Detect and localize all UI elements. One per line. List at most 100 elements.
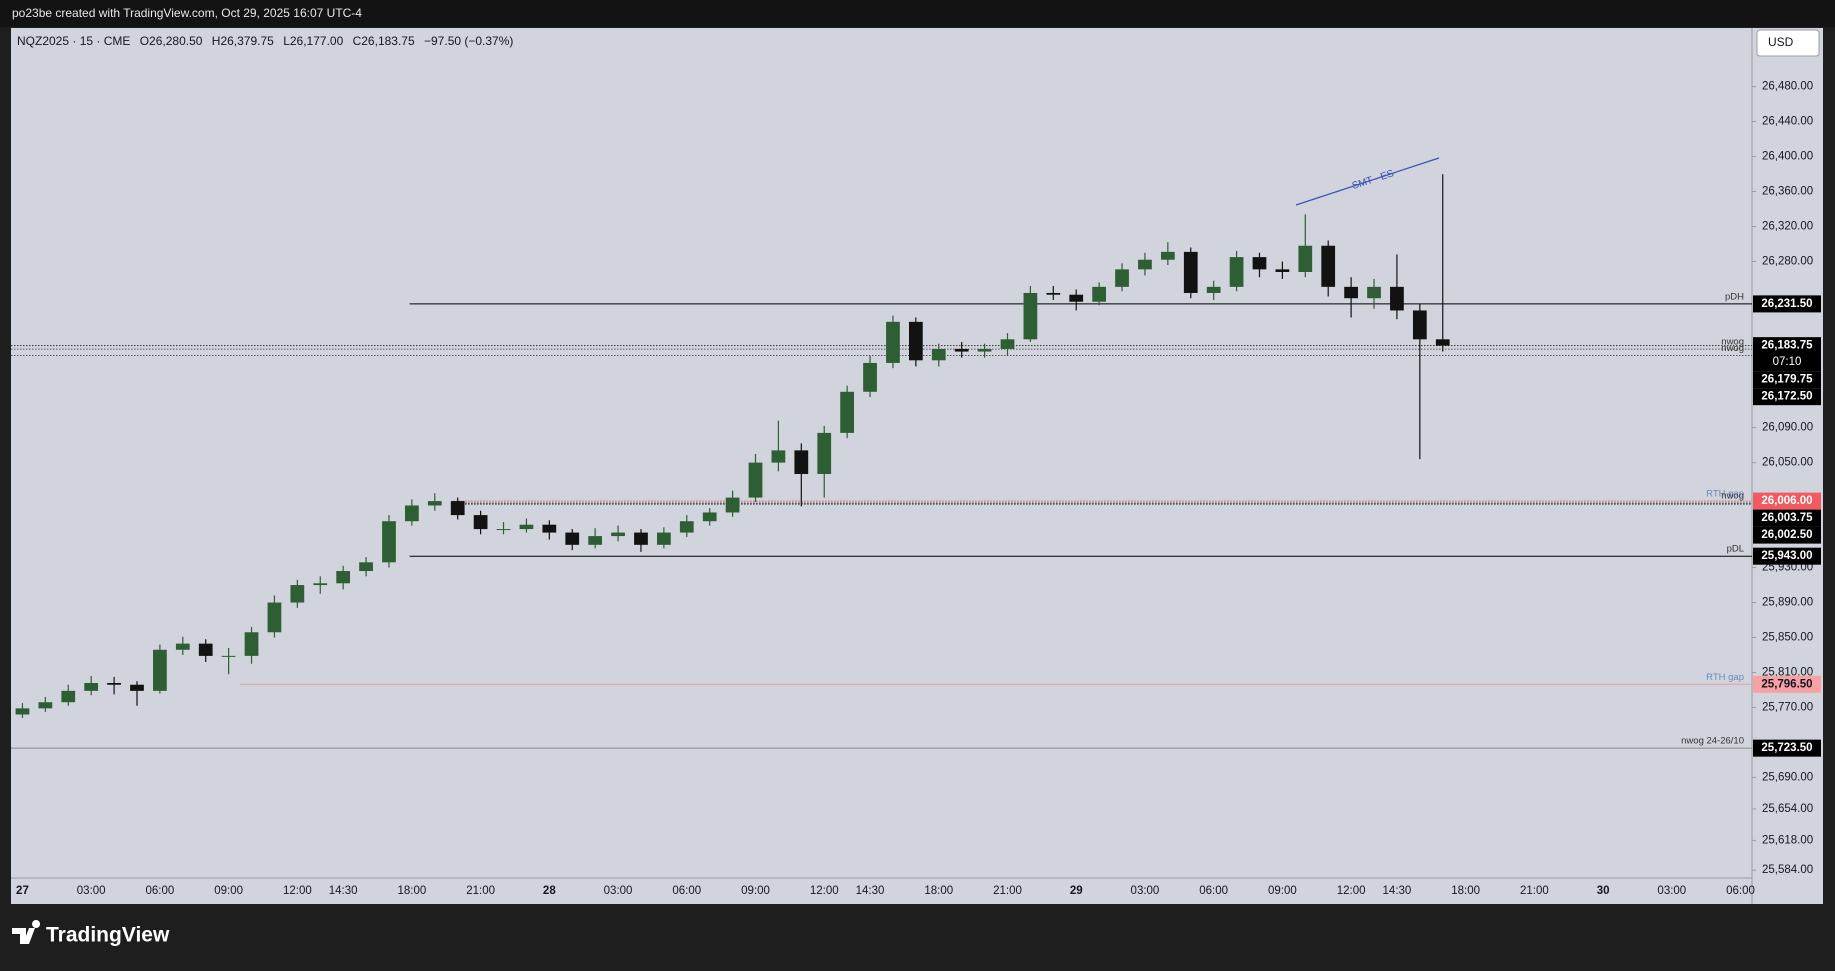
y-tick-label: 26,050.00 — [1762, 457, 1813, 469]
candle-body — [1206, 286, 1221, 293]
candle-body — [1321, 245, 1336, 287]
candle-body — [1160, 251, 1175, 260]
y-tick-label: 26,440.00 — [1762, 116, 1813, 128]
x-tick-label: 21:00 — [1520, 885, 1549, 897]
candle-body — [611, 532, 625, 537]
y-tick-label: 26,280.00 — [1762, 256, 1813, 268]
price-box-label: 26,179.75 — [1761, 374, 1813, 386]
logo-text: TradingView — [46, 924, 170, 947]
candle-body — [519, 524, 534, 530]
legend-open: O26,280.50 — [140, 34, 203, 48]
price-box — [1753, 675, 1821, 693]
x-tick-label: 29 — [1070, 885, 1083, 897]
candle-body — [702, 512, 717, 522]
legend-high: H26,379.75 — [212, 34, 274, 48]
currency-button[interactable] — [1756, 29, 1820, 57]
candle-body — [1023, 292, 1038, 340]
candle-body — [1183, 251, 1198, 293]
candle-body — [61, 690, 76, 703]
x-tick-label: 06:00 — [1726, 885, 1755, 897]
candle-body — [886, 321, 900, 363]
candle-body — [450, 501, 465, 516]
y-tick-label: 26,090.00 — [1762, 422, 1813, 434]
legend-low: L26,177.00 — [283, 34, 343, 48]
x-tick-label: 12:00 — [1337, 885, 1366, 897]
candle-body — [1115, 269, 1129, 287]
legend: NQZ2025 · 15 · CME O26,280.50 H26,379.75… — [17, 34, 513, 48]
candle-body — [657, 532, 671, 545]
x-tick-label: 14:30 — [1383, 885, 1412, 897]
price-box-label: 26,003.75 — [1761, 512, 1813, 524]
y-tick-label: 26,360.00 — [1762, 186, 1813, 198]
level-name: nwog 24-26/10 — [1681, 736, 1744, 747]
candle-body — [38, 702, 53, 709]
x-tick-label: 12:00 — [283, 885, 312, 897]
candle-body — [175, 643, 190, 650]
y-tick-label: 25,890.00 — [1762, 597, 1813, 609]
price-box-label: 25,943.00 — [1761, 550, 1812, 562]
y-tick-label: 26,400.00 — [1762, 151, 1813, 163]
x-tick-label: 03:00 — [1131, 885, 1160, 897]
top-bar — [0, 0, 1835, 27]
price-box — [1753, 371, 1821, 389]
candle-body — [221, 655, 236, 657]
candle-body — [1000, 339, 1015, 349]
x-tick-label: 14:30 — [856, 885, 885, 897]
x-tick-label: 27 — [16, 885, 29, 897]
price-box — [1753, 526, 1821, 544]
x-tick-label: 03:00 — [77, 885, 106, 897]
candle-body — [931, 348, 946, 361]
x-tick-label: 28 — [543, 885, 556, 897]
candle-body — [84, 682, 99, 691]
candle-body — [15, 708, 30, 715]
price-box-label: 25,723.50 — [1761, 742, 1812, 754]
price-box-label: 26,183.75 — [1761, 340, 1813, 352]
y-tick-label: 25,850.00 — [1762, 632, 1813, 644]
candle-body — [863, 362, 877, 392]
price-box — [1753, 509, 1821, 527]
x-tick-label: 12:00 — [810, 885, 839, 897]
level-name: nwog — [1721, 491, 1744, 502]
y-tick-label: 25,584.00 — [1762, 864, 1813, 876]
currency[interactable]: USD — [1768, 35, 1794, 49]
candle-body — [725, 497, 740, 513]
candle-body — [473, 515, 488, 530]
level-name: nwog — [1721, 337, 1744, 348]
x-tick-label: 06:00 — [146, 885, 175, 897]
candle-body — [198, 643, 213, 656]
x-tick-label: 06:00 — [1199, 885, 1228, 897]
candle-body — [794, 450, 809, 474]
level-name: pDL — [1727, 544, 1744, 555]
x-tick-label: 18:00 — [924, 885, 953, 897]
candle-body — [405, 505, 419, 522]
candle-body — [382, 521, 396, 563]
candle-body — [1046, 292, 1061, 295]
candle-body — [359, 562, 373, 572]
y-tick-label: 25,654.00 — [1762, 803, 1813, 815]
candle-body — [1412, 310, 1427, 340]
y-tick-label: 25,618.00 — [1762, 834, 1813, 846]
candle-body — [679, 521, 694, 533]
footer-logo: TradingView — [12, 920, 170, 947]
x-tick-label: 09:00 — [741, 885, 770, 897]
price-box — [1753, 295, 1821, 313]
price-box-label: 25,796.50 — [1761, 678, 1812, 690]
candle-body — [771, 450, 786, 463]
x-tick-label: 09:00 — [1268, 885, 1297, 897]
x-tick-label: 21:00 — [466, 885, 495, 897]
price-box — [1753, 492, 1821, 510]
candle-body — [290, 585, 305, 603]
candle-body — [542, 524, 557, 533]
candle-body — [130, 684, 144, 691]
level-name: RTH gap — [1706, 489, 1744, 500]
x-tick-label: 03:00 — [604, 885, 633, 897]
x-tick-label: 21:00 — [993, 885, 1022, 897]
credit: po23be created with TradingView.com, Oct… — [12, 6, 362, 20]
price-box — [1753, 388, 1821, 406]
plot-area — [11, 28, 1823, 904]
candle-body — [1390, 286, 1404, 311]
candle-body — [565, 532, 580, 545]
candle-body — [1344, 286, 1358, 299]
